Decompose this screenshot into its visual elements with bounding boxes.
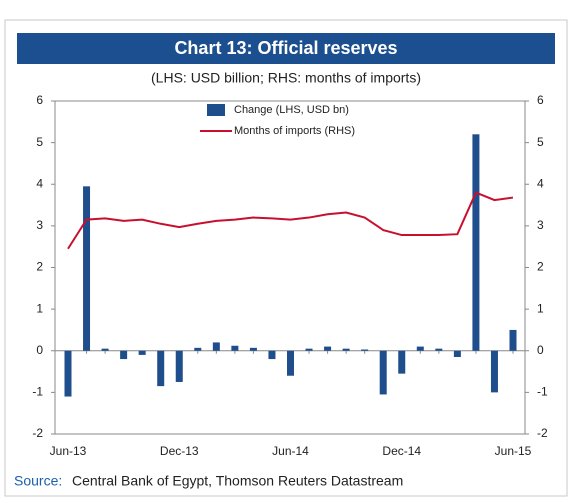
x-tick-label: Dec-13 xyxy=(160,444,199,458)
source-label: Source: xyxy=(14,473,62,489)
bar xyxy=(342,348,350,351)
y2-tick-label: 6 xyxy=(537,93,544,107)
bar xyxy=(194,347,202,351)
bar xyxy=(509,329,517,351)
bar xyxy=(249,347,257,351)
bar xyxy=(398,350,406,374)
y-tick-label: 2 xyxy=(36,260,43,274)
bar xyxy=(287,350,294,376)
bar xyxy=(379,350,387,395)
legend-label: Months of imports (RHS) xyxy=(234,125,355,137)
y2-tick-label: -2 xyxy=(537,426,548,440)
frame xyxy=(4,19,568,497)
bar xyxy=(416,346,424,351)
chart-title: Chart 13: Official reserves xyxy=(174,38,397,58)
source: Central Bank of Egypt, Thomson Reuters D… xyxy=(72,473,403,489)
bar xyxy=(361,349,369,351)
y2-tick-label: -1 xyxy=(537,385,548,399)
bar xyxy=(120,350,128,360)
y2-tick-label: 5 xyxy=(537,135,544,149)
y-tick-label: 5 xyxy=(36,135,43,149)
x-tick-label: Jun-13 xyxy=(50,444,87,458)
line xyxy=(67,191,514,250)
plot-area xyxy=(54,100,526,435)
y-tick-label: -2 xyxy=(32,426,43,440)
bar xyxy=(435,348,443,351)
legend-label: Change (LHS, USD bn) xyxy=(234,104,349,116)
chart-subtitle: (LHS: USD billion; RHS: months of import… xyxy=(151,70,421,86)
y-tick-label: 1 xyxy=(36,301,43,315)
y-tick-label: -1 xyxy=(32,385,43,399)
legend-swatch xyxy=(207,104,225,116)
bar xyxy=(231,345,239,351)
y2-tick-label: 1 xyxy=(537,301,544,315)
y-tick-label: 4 xyxy=(36,176,43,190)
bar xyxy=(305,348,313,351)
bar xyxy=(472,134,480,351)
y-tick-label: 6 xyxy=(36,93,43,107)
y2-tick-label: 0 xyxy=(537,343,544,357)
bar xyxy=(64,350,72,397)
bar xyxy=(157,350,165,387)
bar xyxy=(138,350,146,355)
title-bar xyxy=(17,33,555,64)
y2-tick-label: 4 xyxy=(537,176,544,190)
bar xyxy=(490,350,498,393)
y-tick-label: 0 xyxy=(36,343,43,357)
y2-tick-label: 2 xyxy=(537,260,544,274)
bar xyxy=(212,342,220,351)
x-tick-label: Dec-14 xyxy=(382,444,421,458)
bar xyxy=(453,350,461,357)
x-tick-label: Jun-15 xyxy=(495,444,532,458)
bar xyxy=(175,350,183,382)
bar xyxy=(83,186,91,351)
bar xyxy=(268,350,276,360)
bar xyxy=(324,346,332,351)
x-tick-label: Jun-14 xyxy=(272,444,309,458)
y-tick-label: 3 xyxy=(36,218,43,232)
y2-tick-label: 3 xyxy=(537,218,544,232)
bar xyxy=(101,348,109,351)
